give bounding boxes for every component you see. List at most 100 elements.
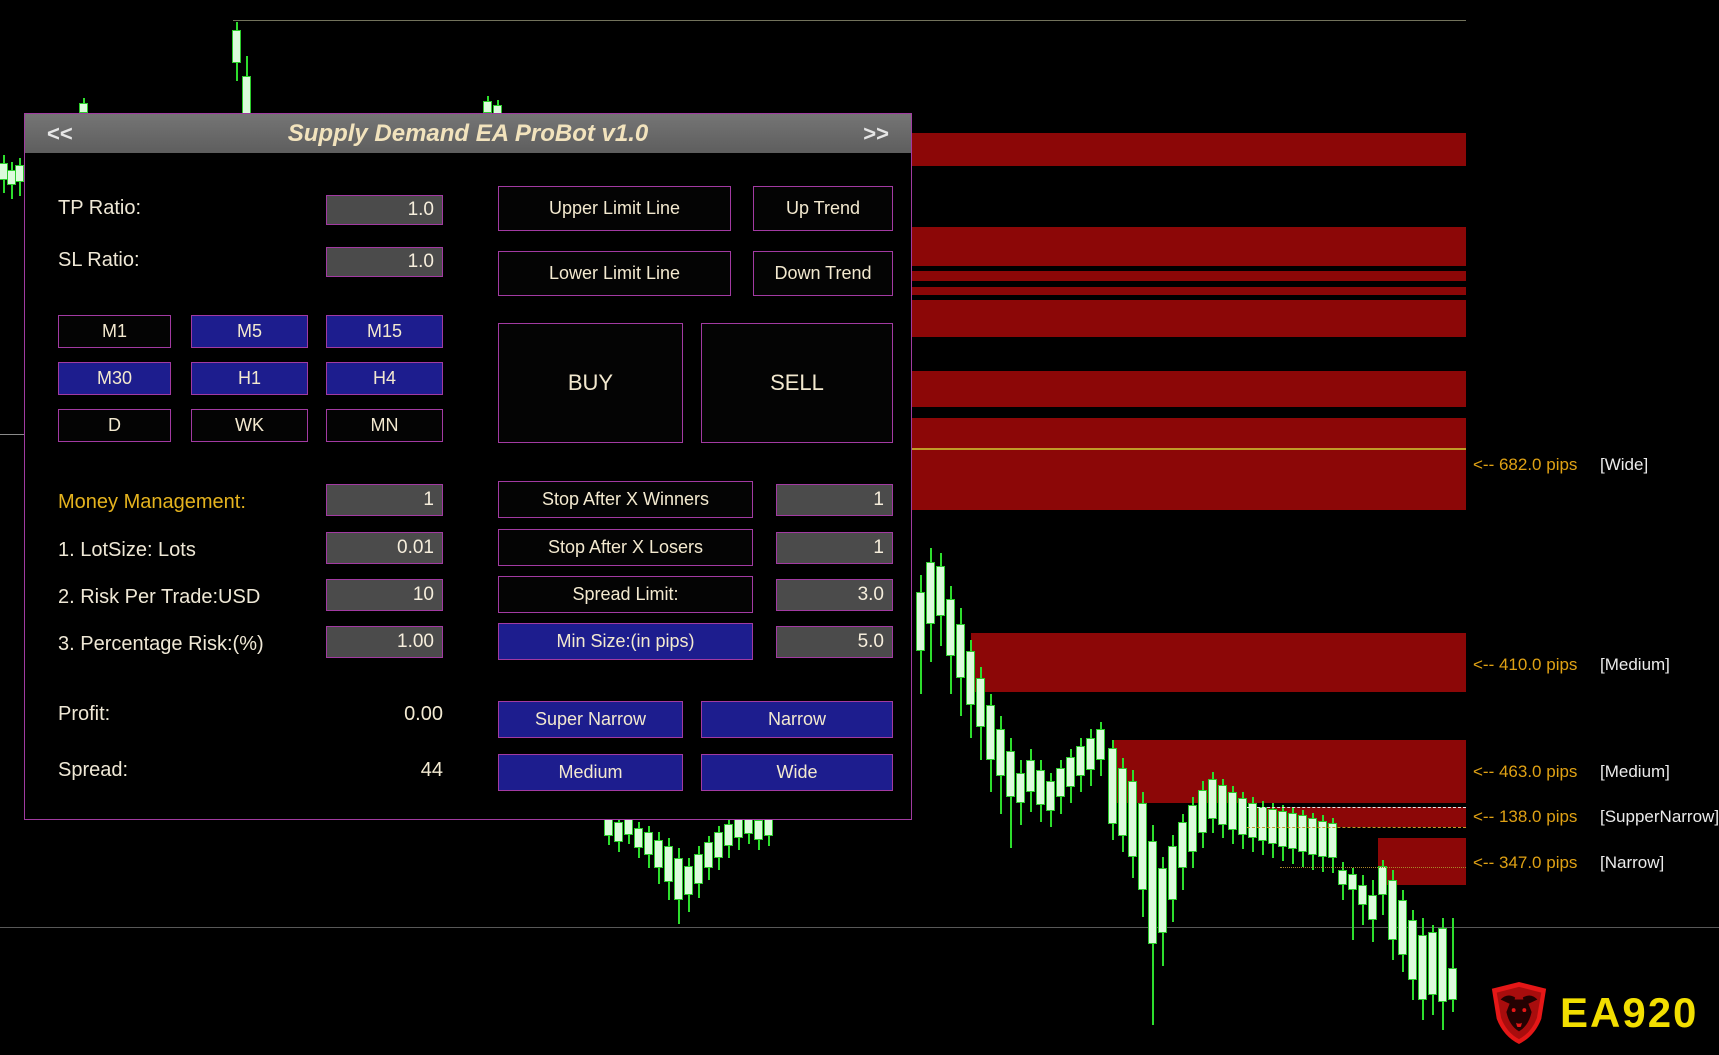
candle-body [1228,792,1237,830]
candle-body [1358,885,1367,905]
tp-ratio-input[interactable]: 1.0 [326,195,443,225]
candle-body [1158,868,1167,933]
zone-size-tag: [Medium] [1600,655,1670,674]
candle-body [926,562,935,624]
sl-ratio-input[interactable]: 1.0 [326,247,443,277]
spread-value: 44 [420,759,443,781]
timeframe-button-m1[interactable]: M1 [58,315,171,348]
money-management-label: Money Management: [58,491,246,513]
candle-body [1368,895,1377,920]
candle-body [1378,866,1387,895]
candle-body [674,858,683,900]
candle-body [624,818,633,835]
ea920-logo: EA920 [1488,980,1698,1046]
buy-button[interactable]: BUY [498,323,683,443]
zone-distance-label: <-- 410.0 pips [Medium] [1473,655,1670,675]
down-trend-button[interactable]: Down Trend [753,251,893,296]
money-management-input[interactable]: 1 [326,484,443,516]
stop-after-x-losers-button[interactable]: Stop After X Losers [498,529,753,566]
candle-body [1288,813,1297,849]
candle-body [1438,928,1447,1002]
zone-distance-label: <-- 347.0 pips [Narrow] [1473,853,1664,873]
candle-body [1118,768,1127,836]
sell-button[interactable]: SELL [701,323,893,443]
candle-body [79,103,88,113]
candle-body [614,822,623,842]
candle-body [1046,781,1055,811]
3-percentage-risk-input[interactable]: 1.00 [326,626,443,658]
chart-line [0,927,1719,928]
upper-limit-line-button[interactable]: Upper Limit Line [498,186,731,231]
candle-wick [1352,868,1354,940]
supply-zone [900,418,1466,510]
2-risk-per-trade-usd-input[interactable]: 10 [326,579,443,611]
candle-body [1248,803,1257,838]
min-size-in-pips-button[interactable]: Min Size:(in pips) [498,623,753,660]
up-trend-button[interactable]: Up Trend [753,186,893,231]
min-size-in-pips-input[interactable]: 5.0 [776,626,893,658]
spread-limit-input[interactable]: 3.0 [776,579,893,611]
profit-value: 0.00 [404,703,443,725]
candle-body [1016,773,1025,803]
candle-body [956,624,965,678]
zone-size-button-super-narrow[interactable]: Super Narrow [498,701,683,738]
candle-body [1348,874,1357,890]
zone-size-tag: [Narrow] [1600,853,1665,872]
candle-body [1128,781,1137,857]
candle-body [1278,811,1287,847]
zone-size-button-narrow[interactable]: Narrow [701,701,893,738]
timeframe-button-d[interactable]: D [58,409,171,442]
supply-zone [900,227,1466,266]
zone-pips-text: <-- 410.0 pips [1473,655,1578,674]
2-risk-per-trade-usd-label: 2. Risk Per Trade:USD [58,586,261,608]
candle-body [1408,920,1417,980]
candle-body [644,832,653,855]
spread-limit-button[interactable]: Spread Limit: [498,576,753,613]
chart-line [1247,807,1466,808]
zone-pips-text: <-- 682.0 pips [1473,455,1578,474]
stop-after-x-winners-input[interactable]: 1 [776,484,893,516]
candle-body [1388,880,1397,940]
candle-body [1036,770,1045,805]
timeframe-button-h1[interactable]: H1 [191,362,308,395]
chart-line [1280,867,1466,868]
candle-body [996,729,1005,776]
chart-line [0,434,24,435]
candle-body [936,566,945,616]
candle-body [1268,809,1277,844]
ea-panel: << Supply Demand EA ProBot v1.0 >> TP Ra… [24,113,912,820]
1-lotsize-lots-label: 1. LotSize: Lots [58,539,196,561]
zone-pips-text: <-- 463.0 pips [1473,762,1578,781]
1-lotsize-lots-input[interactable]: 0.01 [326,532,443,564]
candle-body [1138,803,1147,890]
nav-next-button[interactable]: >> [863,120,889,146]
stop-after-x-winners-button[interactable]: Stop After X Winners [498,481,753,518]
panel-header: << Supply Demand EA ProBot v1.0 >> [25,114,911,153]
lower-limit-line-button[interactable]: Lower Limit Line [498,251,731,296]
candle-body [483,101,492,113]
timeframe-button-m30[interactable]: M30 [58,362,171,395]
candle-body [15,165,24,182]
candle-body [654,840,663,868]
candle-body [1418,935,1427,1000]
timeframe-button-mn[interactable]: MN [326,409,443,442]
timeframe-button-m5[interactable]: M5 [191,315,308,348]
logo-text: EA920 [1560,989,1699,1036]
candle-body [1328,823,1337,858]
candle-body [946,599,955,656]
chart-line [233,20,1466,21]
candle-body [704,842,713,868]
timeframe-button-wk[interactable]: WK [191,409,308,442]
stop-after-x-losers-input[interactable]: 1 [776,532,893,564]
candle-body [1448,968,1457,1000]
zone-size-button-medium[interactable]: Medium [498,754,683,791]
candle-body [1086,738,1095,770]
candle-body [724,824,733,846]
timeframe-button-h4[interactable]: H4 [326,362,443,395]
candle-body [1398,900,1407,955]
nav-prev-button[interactable]: << [47,120,73,146]
candle-body [734,817,743,838]
candle-body [1188,805,1197,852]
timeframe-button-m15[interactable]: M15 [326,315,443,348]
zone-size-button-wide[interactable]: Wide [701,754,893,791]
